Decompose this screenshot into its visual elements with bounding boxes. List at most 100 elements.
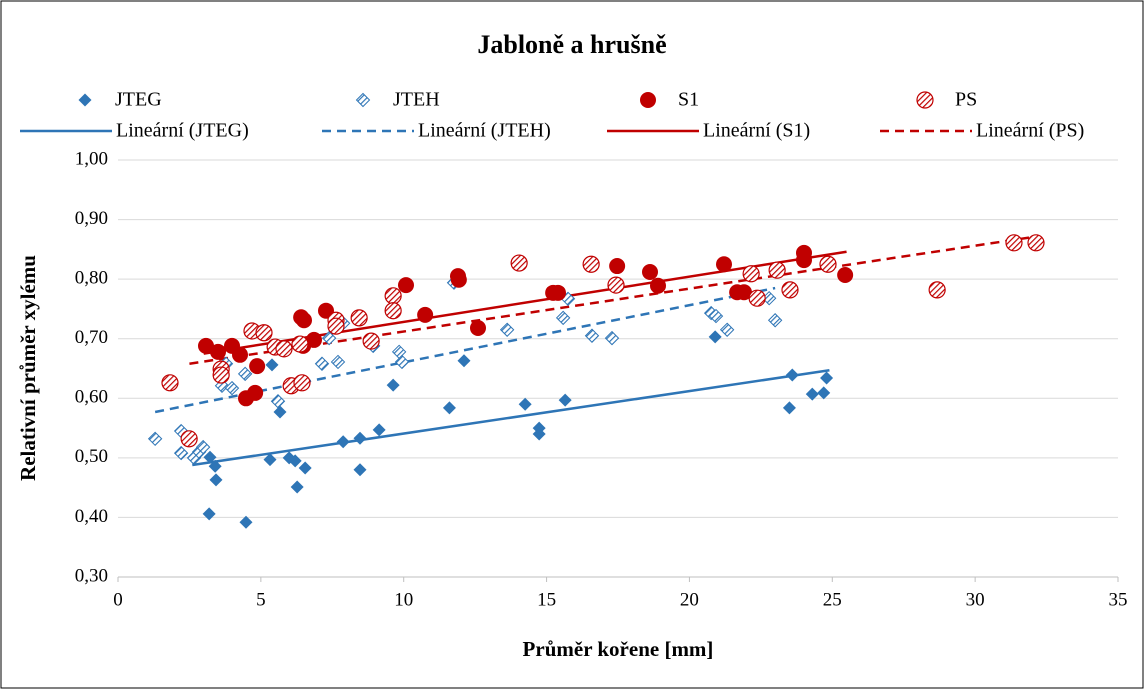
legend-label: JTEG [115,89,162,111]
data-point [819,255,837,273]
data-point [198,337,214,354]
data-point [457,354,471,368]
legend-label: S1 [678,89,699,111]
data-point [232,346,248,363]
data-point [768,261,786,279]
legend-marker [355,92,371,108]
data-point [510,254,528,272]
y-axis-label: Relativní průměr xylému [16,255,40,481]
data-point [265,358,279,372]
data-point [384,287,402,305]
trendline [192,369,830,467]
data-point [742,265,760,283]
data-point [173,445,189,461]
data-point [781,281,799,299]
data-point [237,366,253,382]
y-tick-label: 0,60 [75,387,108,408]
data-point [582,255,600,273]
data-point [499,322,515,337]
data-point [928,281,946,299]
legend-label: Lineární (S1) [703,120,810,142]
y-tick-label: 1,00 [75,148,108,169]
data-point [195,439,211,455]
data-point [450,271,467,288]
legend-marker [78,93,92,107]
data-point [442,401,456,415]
data-point [147,431,163,447]
data-point [642,263,658,280]
data-point [296,312,312,329]
data-point [353,463,367,477]
data-point [327,317,345,335]
data-point [273,405,287,419]
data-point [1027,234,1045,252]
data-point [247,384,264,401]
data-point [607,276,625,294]
data-point [293,374,311,392]
data-point [558,393,572,407]
data-point [291,335,309,353]
data-point [470,319,486,336]
data-point [708,308,724,324]
legend-label: Lineární (JTEG) [116,120,249,142]
data-point [330,354,346,370]
data-point [555,310,571,326]
data-point [314,356,330,371]
data-point [209,473,223,487]
data-point [417,306,434,323]
data-point [255,324,273,342]
data-point [298,461,312,475]
legend-marker [916,91,934,109]
y-tick-label: 0,30 [75,565,108,586]
data-point [350,309,368,327]
data-point [518,397,532,411]
data-point [290,480,304,494]
x-tick-label: 35 [1109,589,1128,610]
data-point [398,277,414,294]
y-tick-label: 0,50 [75,446,108,467]
y-tick-label: 0,70 [75,327,108,348]
x-tick-label: 10 [394,589,413,610]
legend-marker [640,92,656,108]
data-point [288,454,302,468]
legend-label: Lineární (JTEH) [418,120,551,142]
data-point [820,371,834,385]
data-point [716,256,732,273]
data-point [604,330,620,346]
data-point [805,387,819,401]
data-point [719,322,735,337]
legend-label: Lineární (PS) [976,120,1084,142]
data-point [202,507,216,521]
data-point [782,401,796,415]
data-point [161,374,179,392]
x-tick-label: 20 [680,589,699,610]
x-tick-label: 5 [256,589,266,610]
data-point [767,313,783,328]
data-point [180,430,198,448]
data-point [353,431,367,445]
legend-label: PS [955,89,977,111]
data-point [785,368,799,382]
data-point [394,354,410,370]
data-point [736,284,752,301]
data-point [263,453,277,467]
chart-title: Jabloně a hrušně [477,30,666,59]
y-tick-label: 0,40 [75,506,108,527]
x-tick-label: 0 [113,589,123,610]
data-point [210,343,226,360]
data-point [532,427,546,441]
data-point [208,459,222,473]
data-point [817,386,831,400]
data-point [224,380,240,396]
x-axis-label: Průměr kořene [mm] [523,637,714,661]
data-point [708,330,722,344]
data-point [249,358,266,375]
data-point [384,302,402,320]
data-point [321,330,337,346]
data-point [362,332,380,350]
data-point [650,277,666,294]
data-point [372,423,386,437]
data-point [550,284,566,301]
